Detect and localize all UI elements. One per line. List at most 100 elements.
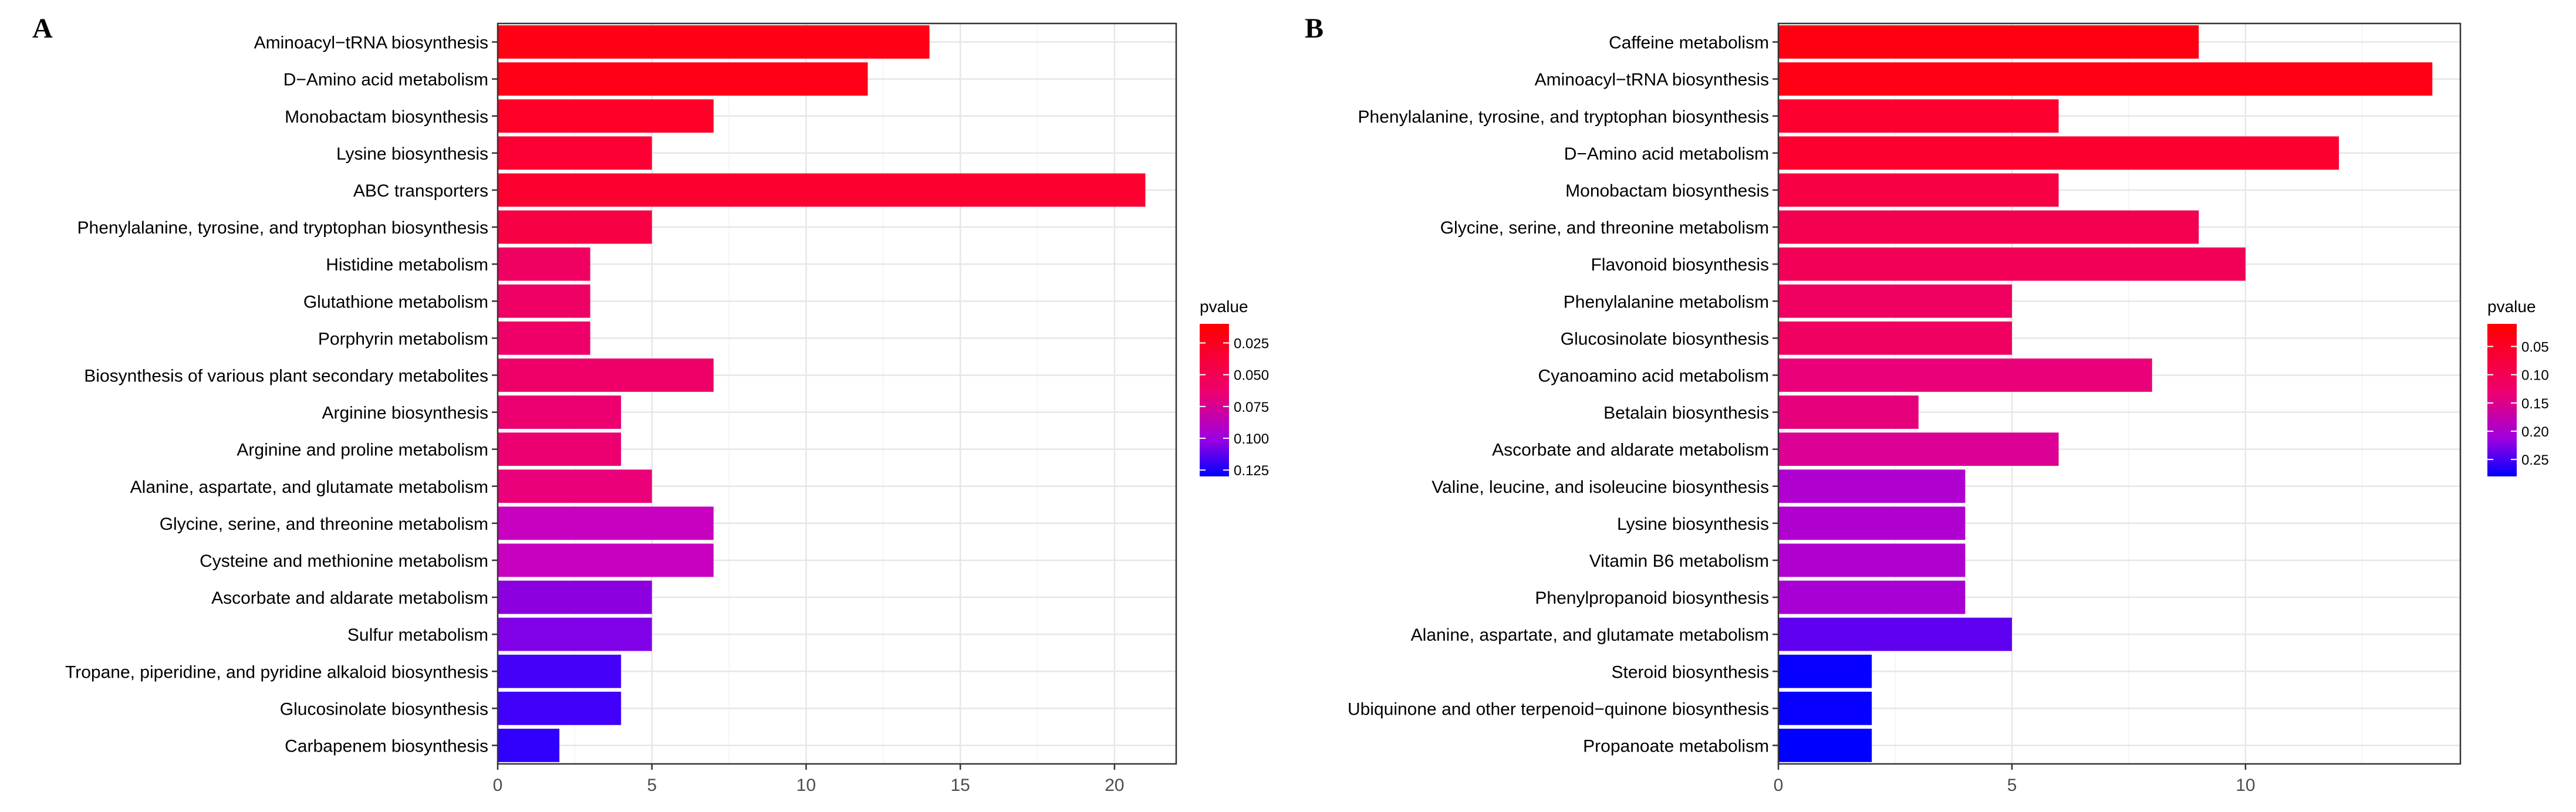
y-tick-label: Flavonoid biosynthesis <box>1591 255 1769 275</box>
bar <box>1778 543 1966 577</box>
legend-tick-label: 0.125 <box>1234 463 1269 479</box>
bar <box>498 136 652 170</box>
y-tick-label: Steroid biosynthesis <box>1612 662 1769 682</box>
plot-border <box>497 22 1177 765</box>
x-tick-label: 5 <box>2007 776 2017 795</box>
y-tick-label: Alanine, aspartate, and glutamate metabo… <box>130 478 488 497</box>
bar <box>498 729 560 762</box>
bar <box>1778 284 2012 318</box>
bar <box>1778 358 2152 392</box>
y-tick-label: Alanine, aspartate, and glutamate metabo… <box>1411 625 1769 645</box>
y-tick-label: Aminoacyl−tRNA biosynthesis <box>1535 70 1769 90</box>
x-tick-label: 15 <box>950 776 970 795</box>
y-tick-label: Ascorbate and aldarate metabolism <box>1492 441 1769 460</box>
x-tick-label: 10 <box>2236 776 2255 795</box>
y-tick-label: Monobactam biosynthesis <box>285 107 488 127</box>
bar <box>498 25 930 59</box>
bar <box>498 284 590 318</box>
x-tick-label: 0 <box>493 776 503 795</box>
legend-tick-label: 0.20 <box>2521 424 2549 440</box>
bar <box>1778 62 2433 96</box>
y-tick-label: D−Amino acid metabolism <box>283 70 488 90</box>
y-tick-label: Phenylpropanoid biosynthesis <box>1535 588 1769 608</box>
bar <box>1778 432 2059 466</box>
y-tick-label: Cysteine and methionine metabolism <box>200 552 488 571</box>
y-tick-label: Arginine biosynthesis <box>322 404 489 423</box>
legend-tick-label: 0.15 <box>2521 396 2549 412</box>
y-tick-label: Ubiquinone and other terpenoid−quinone b… <box>1348 699 1769 719</box>
legend-title: pvalue <box>1200 297 1248 316</box>
y-tick-label: Glucosinolate biosynthesis <box>280 699 488 719</box>
bar <box>1778 25 2199 59</box>
legend-tick-label: 0.025 <box>1234 336 1269 352</box>
bar <box>498 210 652 244</box>
bar <box>1778 173 2059 207</box>
legend-tick-label: 0.075 <box>1234 400 1269 415</box>
y-tick-label: Glycine, serine, and threonine metabolis… <box>1440 218 1769 238</box>
y-tick-label: Carbapenem biosynthesis <box>285 736 488 756</box>
bar <box>498 358 714 392</box>
y-tick-label: Sulfur metabolism <box>347 625 488 645</box>
x-tick-label: 20 <box>1105 776 1124 795</box>
y-tick-label: Phenylalanine metabolism <box>1564 292 1769 312</box>
legend-colorbar <box>1200 324 1229 476</box>
bar <box>498 543 714 577</box>
bar <box>1778 321 2012 355</box>
y-tick-label: Caffeine metabolism <box>1609 33 1769 53</box>
bar <box>498 506 714 540</box>
y-tick-label: Aminoacyl−tRNA biosynthesis <box>254 33 488 53</box>
plot-background <box>1778 23 2460 764</box>
y-tick-label: ABC transporters <box>353 181 488 201</box>
bar <box>498 99 714 133</box>
y-tick-label: Ascorbate and aldarate metabolism <box>211 588 488 608</box>
x-tick-label: 10 <box>796 776 816 795</box>
bar <box>498 321 590 355</box>
bar <box>1778 580 1966 614</box>
legend-tick-label: 0.100 <box>1234 431 1269 447</box>
y-tick-label: Lysine biosynthesis <box>1617 515 1769 534</box>
panel-label: B <box>1305 13 1324 44</box>
bar <box>498 395 622 429</box>
panel-label: A <box>32 13 53 44</box>
y-tick-label: Porphyrin metabolism <box>318 329 488 349</box>
y-tick-label: Propanoate metabolism <box>1583 736 1769 756</box>
y-tick-label: Phenylalanine, tyrosine, and tryptophan … <box>1358 107 1769 127</box>
plot-background <box>498 23 1176 764</box>
bar <box>498 432 622 466</box>
legend-tick-label: 0.10 <box>2521 368 2549 384</box>
bar <box>498 691 622 725</box>
bar <box>1778 247 2246 281</box>
y-tick-label: Phenylalanine, tyrosine, and tryptophan … <box>77 218 488 238</box>
bar <box>1778 654 1872 688</box>
bar <box>498 62 868 96</box>
bar <box>1778 691 1872 725</box>
legend-tick-label: 0.05 <box>2521 340 2549 356</box>
bar <box>498 654 622 688</box>
bar <box>1778 99 2059 133</box>
y-tick-label: Glycine, serine, and threonine metabolis… <box>160 515 488 534</box>
y-tick-label: Monobactam biosynthesis <box>1565 181 1769 201</box>
x-tick-label: 5 <box>647 776 657 795</box>
y-tick-label: Glucosinolate biosynthesis <box>1561 329 1769 349</box>
bar <box>498 617 652 651</box>
bar <box>498 247 590 281</box>
y-tick-label: Vitamin B6 metabolism <box>1589 552 1769 571</box>
y-tick-label: Valine, leucine, and isoleucine biosynth… <box>1432 478 1769 497</box>
y-tick-label: Cyanoamino acid metabolism <box>1538 366 1769 385</box>
y-tick-label: Histidine metabolism <box>326 255 488 275</box>
legend-title: pvalue <box>2487 297 2536 316</box>
legend-tick-label: 0.25 <box>2521 452 2549 468</box>
legend-colorbar <box>2487 324 2517 476</box>
panel-a: A Aminoacyl−tRNA biosynthesis D−Amino acid… <box>32 13 1269 795</box>
y-tick-label: Arginine and proline metabolism <box>237 441 488 460</box>
bar <box>1778 210 2199 244</box>
bar <box>1778 617 2012 651</box>
bar <box>498 469 652 503</box>
y-tick-label: Betalain biosynthesis <box>1603 404 1769 423</box>
y-tick-label: Lysine biosynthesis <box>336 144 488 164</box>
y-tick-label: Glutathione metabolism <box>303 292 488 312</box>
plot-border <box>1777 22 2462 765</box>
x-tick-label: 0 <box>1774 776 1784 795</box>
